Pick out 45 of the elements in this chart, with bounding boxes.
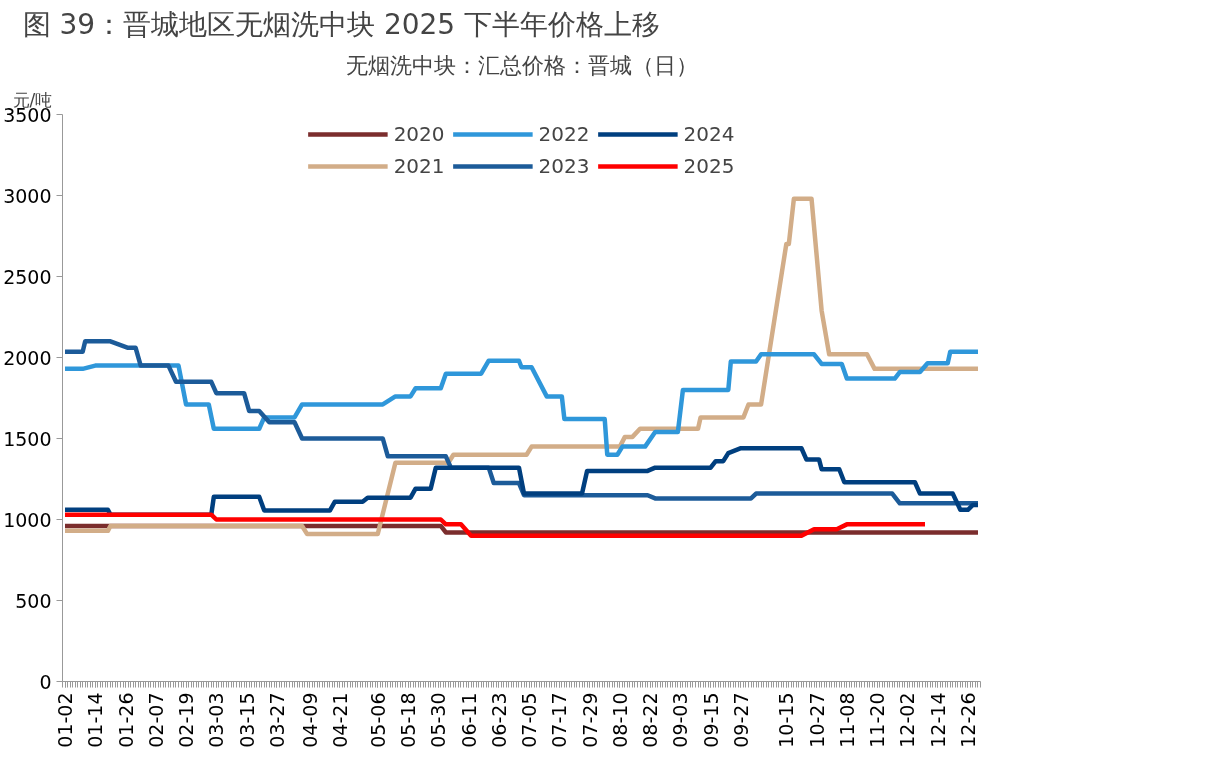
x-tick-label: 10-27: [805, 692, 828, 748]
x-tick-label: 06-11: [457, 692, 480, 748]
x-tick-label: 03-27: [265, 692, 288, 748]
x-tick-label: 02-07: [144, 692, 167, 748]
y-tick-label: 2000: [3, 346, 52, 369]
legend-label: 2022: [538, 122, 590, 146]
y-tick-label: 2500: [3, 265, 52, 288]
x-tick-label: 01-14: [84, 692, 107, 748]
x-tick-label: 12-26: [956, 692, 979, 748]
x-tick-label: 05-06: [366, 692, 389, 748]
x-tick-label: 04-21: [328, 692, 351, 748]
x-tick-label: 03-03: [205, 692, 228, 748]
x-tick-label: 07-17: [548, 692, 571, 748]
y-tick-label: 1000: [3, 508, 52, 531]
legend-label: 2021: [393, 154, 445, 178]
x-tick-label: 02-19: [175, 692, 198, 748]
x-tick-label: 01-02: [54, 692, 77, 748]
x-tick-label: 12-02: [896, 692, 919, 748]
y-tick-label: 3000: [3, 184, 52, 207]
x-tick-label: 08-10: [608, 692, 631, 748]
legend-label: 2020: [393, 122, 445, 146]
legend-label: 2025: [683, 154, 735, 178]
x-tick-label: 09-27: [729, 692, 752, 748]
x-tick-label: 09-15: [699, 692, 722, 748]
x-tick-label: 11-08: [835, 692, 858, 748]
y-tick-label: 500: [15, 589, 52, 612]
x-tick-label: 09-03: [669, 692, 692, 748]
x-tick-label: 07-05: [518, 692, 541, 748]
y-tick-label: 1500: [3, 427, 52, 450]
x-tick-label: 12-14: [926, 692, 949, 748]
x-tick-label: 01-26: [114, 692, 137, 748]
x-tick-label: 03-15: [235, 692, 258, 748]
legend-label: 2024: [683, 122, 735, 146]
chart-subtitle: 无烟洗中块：汇总价格：晋城（日）: [345, 52, 698, 78]
legend-label: 2023: [538, 154, 590, 178]
y-tick-label: 0: [39, 670, 52, 693]
x-tick-label: 05-30: [427, 692, 450, 748]
x-tick-label: 10-15: [775, 692, 798, 748]
chart-title: 图 39：晋城地区无烟洗中块 2025 下半年价格上移: [22, 7, 661, 41]
x-tick-label: 04-09: [298, 692, 321, 748]
x-tick-label: 06-23: [487, 692, 510, 748]
x-tick-label: 11-20: [866, 692, 889, 748]
x-tick-label: 05-18: [397, 692, 420, 748]
x-tick-label: 07-29: [578, 692, 601, 748]
x-tick-label: 08-22: [639, 692, 662, 748]
